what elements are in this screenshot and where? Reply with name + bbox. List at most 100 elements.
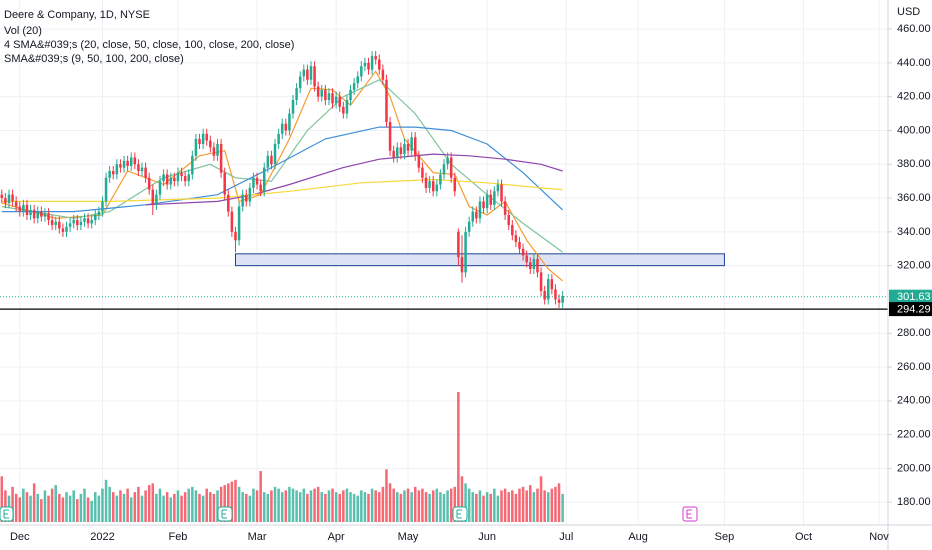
volume-bar: [133, 492, 137, 522]
x-tick-label: Apr: [328, 531, 345, 543]
candle-body: [503, 201, 507, 215]
candle-body: [507, 214, 510, 226]
volume-bar: [403, 490, 406, 522]
volume-bar: [342, 490, 345, 522]
candle-body: [216, 143, 219, 156]
volume-bar: [122, 493, 126, 522]
candle-body: [187, 174, 191, 182]
candle-body: [212, 147, 216, 156]
candle-body: [86, 218, 90, 224]
candle-body: [457, 231, 460, 258]
candle-body: [539, 272, 543, 291]
candle-body: [428, 181, 431, 188]
volume-bar: [241, 492, 244, 522]
volume-bar: [262, 492, 266, 522]
candle-body: [334, 96, 338, 104]
volume-bar: [561, 493, 564, 522]
plot: [0, 51, 888, 522]
volume-bar: [115, 495, 119, 522]
candle-body: [547, 279, 550, 300]
candle-body: [302, 69, 306, 77]
candle-body: [129, 157, 133, 166]
indicator-label: SMA&#039;s (9, 50, 100, 200, close): [4, 53, 184, 65]
candle-body: [291, 100, 295, 114]
volume-bar: [485, 492, 489, 522]
volume-bar: [421, 488, 424, 522]
volume-bar: [313, 488, 316, 522]
volume-bar: [525, 490, 528, 522]
volume-bar: [327, 490, 331, 522]
volume-bar: [442, 493, 446, 522]
volume-bar: [431, 490, 435, 522]
candle-body: [273, 143, 277, 165]
earnings-marker[interactable]: [452, 506, 468, 522]
volume-bar: [424, 492, 428, 522]
volume-bar: [14, 493, 18, 522]
candle-body: [259, 184, 262, 192]
y-tick-label: 460.00: [897, 23, 931, 35]
candle-body: [356, 76, 359, 84]
candle-body: [496, 184, 500, 192]
candle-body: [18, 206, 22, 212]
candle-body: [162, 174, 165, 182]
candle-body: [521, 248, 525, 256]
candle-body: [76, 220, 79, 226]
earnings-marker[interactable]: [0, 506, 14, 522]
candle-body: [72, 220, 75, 224]
y-tick-label: 260.00: [897, 361, 931, 373]
candle-body: [378, 59, 381, 70]
x-tick-label: Dec: [10, 531, 30, 543]
candle-body: [169, 177, 173, 185]
candle-body: [262, 167, 266, 192]
volume-bar: [79, 493, 83, 522]
volume-bar: [252, 488, 255, 522]
volume-bar: [212, 493, 216, 522]
volume-bar: [209, 492, 212, 522]
candle-body: [223, 172, 226, 195]
candle-body: [327, 93, 331, 101]
candle-body: [511, 225, 514, 236]
candle-body: [68, 223, 72, 227]
indicator-label: Vol (20): [4, 25, 42, 37]
volume-bar: [158, 488, 162, 522]
candle-body: [514, 235, 518, 242]
volume-bar: [270, 490, 273, 522]
volume-bar: [507, 492, 510, 522]
chart-title: Deere & Company, 1D, NYSE: [4, 9, 150, 21]
x-tick-label: Nov: [869, 531, 889, 543]
candle-body: [385, 79, 388, 123]
candle-body: [439, 174, 442, 185]
volume-bar: [4, 490, 7, 522]
volume-bar: [205, 488, 208, 522]
indicator-label: 4 SMA&#039;s (20, close, 50, close, 100,…: [4, 39, 294, 51]
volume-bar: [449, 488, 453, 522]
x-tick-label: Mar: [248, 531, 267, 543]
volume-bar: [90, 500, 93, 522]
candle-body: [40, 211, 43, 217]
earnings-marker[interactable]: [682, 506, 698, 522]
candle-body: [227, 194, 230, 212]
x-tick-label: Sep: [715, 531, 735, 543]
volume-bar: [396, 492, 399, 522]
candle-body: [101, 201, 104, 212]
volume-bar: [543, 490, 546, 522]
candle-body: [464, 231, 467, 273]
y-tick-label: 200.00: [897, 462, 931, 474]
volume-bar: [22, 488, 25, 522]
candle-body: [388, 122, 392, 151]
y-tick-label: 220.00: [897, 429, 931, 441]
candle-body: [111, 171, 115, 175]
volume-bar: [464, 483, 467, 522]
candle-body: [532, 258, 536, 270]
candle-body: [230, 211, 234, 232]
volume-bar: [94, 492, 97, 522]
price-label-box: [889, 289, 932, 304]
volume-bar: [352, 493, 356, 522]
volume-bar: [518, 488, 521, 522]
candle-body: [478, 201, 482, 219]
earnings-marker[interactable]: [217, 506, 233, 522]
volume-bar: [493, 488, 496, 522]
candle-body: [14, 201, 18, 207]
volume-bar: [446, 490, 449, 522]
x-tick-label: Jun: [478, 531, 496, 543]
